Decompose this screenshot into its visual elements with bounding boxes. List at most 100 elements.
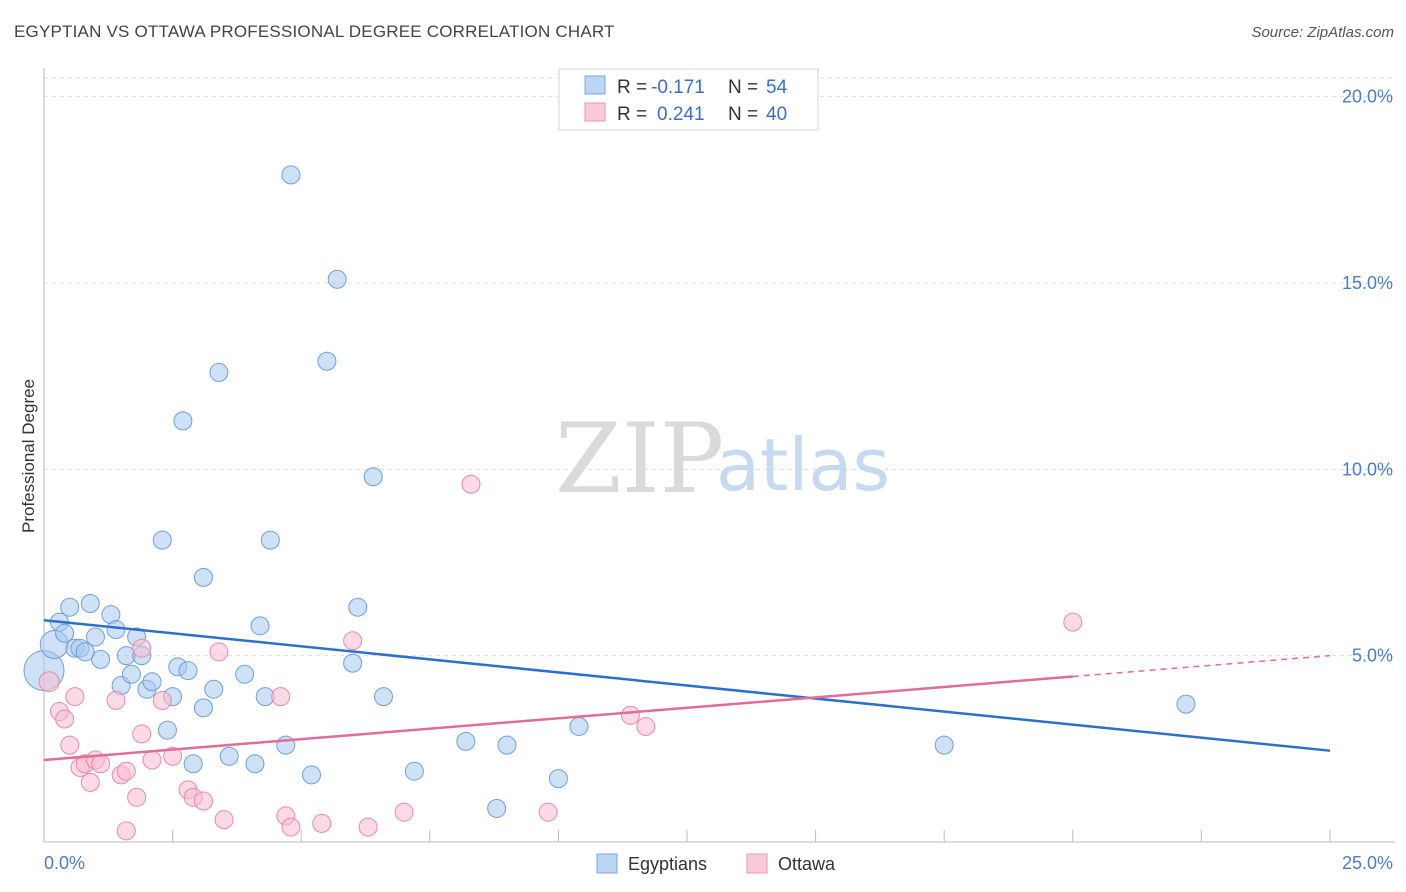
egyptians-point-15 (121, 664, 141, 684)
ottawa-point-0 (38, 671, 60, 693)
egyptians-point-52 (934, 735, 954, 755)
egyptians-point-36 (260, 530, 280, 550)
egyptians-point-20 (152, 530, 172, 550)
egyptians-point-51 (569, 716, 589, 736)
legend-n-value-2: 40 (766, 104, 787, 125)
egyptians-point-33 (245, 754, 265, 774)
ottawa-point-34 (620, 705, 640, 725)
ottawa-point-36 (1063, 612, 1083, 632)
legend-r-label-2: R = (617, 104, 647, 125)
ottawa-point-33 (538, 802, 558, 822)
egyptians-point-26 (183, 754, 203, 774)
grid-lines (44, 77, 1395, 657)
egyptians-point-28 (193, 698, 213, 718)
chart-title: EGYPTIAN VS OTTAWA PROFESSIONAL DEGREE C… (14, 22, 615, 41)
egyptians-point-32 (235, 664, 255, 684)
ottawa-point-7 (80, 772, 100, 792)
x-tick-marks (172, 830, 1331, 842)
egyptians-point-49 (497, 735, 517, 755)
egyptians-point-9 (85, 627, 105, 647)
legend-n-label-1: N = (728, 77, 758, 98)
watermark-atlas: atlas (716, 423, 890, 507)
egyptians-point-46 (404, 761, 424, 781)
egyptians-point-12 (106, 620, 126, 640)
axes (43, 68, 1395, 843)
legend-swatch-ottawa (584, 102, 606, 122)
bottom-legend: Egyptians Ottawa (596, 853, 836, 874)
y-tick-label-10: 10.0% (1342, 459, 1393, 479)
y-tick-label-20: 20.0% (1342, 87, 1393, 107)
egyptians-point-50 (548, 769, 568, 789)
legend-n-label-2: N = (728, 104, 758, 125)
legend-r-value-1: -0.171 (651, 77, 705, 98)
trend-lines (43, 619, 1331, 762)
egyptians-point-19 (142, 672, 162, 692)
ottawa-point-28 (312, 813, 332, 833)
legend-n-value-1: 54 (766, 77, 788, 98)
ottawa-point-17 (142, 750, 162, 770)
ottawa-point-31 (394, 802, 414, 822)
top-legend: R = -0.171 N = 54 R = 0.241 N = 40 (558, 68, 819, 131)
egyptians-point-4 (60, 597, 80, 617)
egyptians-point-31 (219, 746, 239, 766)
ottawa-point-27 (281, 817, 301, 837)
ottawa-point-12 (116, 761, 136, 781)
bottom-legend-label-ottawa: Ottawa (778, 854, 836, 874)
egyptians-point-21 (157, 720, 177, 740)
ottawa-point-23 (209, 642, 229, 662)
egyptians-point-40 (317, 351, 337, 371)
egyptians-point-48 (487, 798, 507, 818)
egyptians-point-42 (343, 653, 363, 673)
watermark-zip: ZIP (555, 403, 724, 515)
egyptians-point-10 (91, 649, 111, 669)
source-credit: Source: ZipAtlas.com (1251, 24, 1394, 41)
bottom-legend-label-egyptians: Egyptians (628, 854, 707, 874)
egyptians-point-29 (204, 679, 224, 699)
egyptians-trend-line (43, 619, 1331, 752)
ottawa-point-19 (163, 746, 183, 766)
egyptians-point-41 (327, 269, 347, 289)
ottawa-point-35 (636, 716, 656, 736)
legend-r-value-2: 0.241 (657, 104, 705, 125)
x-tick-label-min: 0.0% (44, 853, 85, 873)
y-tick-label-15: 15.0% (1342, 273, 1393, 293)
ottawa-trend-line (43, 675, 1073, 762)
ottawa-point-24 (214, 810, 234, 830)
ottawa-point-16 (132, 724, 152, 744)
ottawa-point-22 (193, 791, 213, 811)
ottawa-point-15 (132, 638, 152, 658)
ottawa-trend-line-extension (1072, 654, 1331, 678)
egyptians-point-7 (75, 642, 95, 662)
egyptians-point-34 (250, 616, 270, 636)
egyptians-point-25 (178, 661, 198, 681)
egyptians-points (23, 165, 1196, 818)
egyptians-point-3 (55, 623, 75, 643)
ottawa-point-29 (343, 631, 363, 651)
ottawa-point-4 (65, 687, 85, 707)
ottawa-point-10 (106, 690, 126, 710)
x-tick-label-max: 25.0% (1342, 853, 1393, 873)
egyptians-point-38 (281, 165, 301, 185)
egyptians-point-45 (374, 687, 394, 707)
ottawa-point-3 (60, 735, 80, 755)
legend-r-label-1: R = (617, 77, 647, 98)
ottawa-point-30 (358, 817, 378, 837)
ottawa-point-18 (152, 690, 172, 710)
egyptians-point-8 (80, 593, 100, 613)
egyptians-point-43 (348, 597, 368, 617)
ottawa-point-14 (127, 787, 147, 807)
ottawa-points (38, 474, 1083, 841)
egyptians-point-39 (301, 765, 321, 785)
egyptians-point-24 (173, 411, 193, 431)
ottawa-point-25 (271, 687, 291, 707)
egyptians-point-30 (209, 362, 229, 382)
ottawa-point-9 (91, 754, 111, 774)
egyptians-point-53 (1176, 694, 1196, 714)
legend-swatch-egyptians (584, 75, 606, 95)
bottom-legend-swatch-egyptians (596, 853, 618, 874)
ottawa-point-13 (116, 821, 136, 841)
egyptians-point-27 (193, 567, 213, 587)
ottawa-point-32 (461, 474, 481, 494)
y-axis-label: Professional Degree (19, 379, 38, 533)
